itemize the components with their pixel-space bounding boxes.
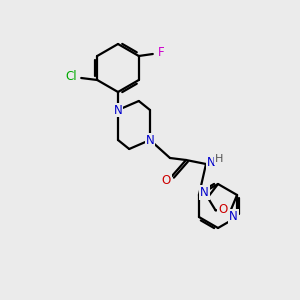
Text: N: N xyxy=(146,134,154,146)
Text: N: N xyxy=(229,210,238,223)
Text: O: O xyxy=(161,175,171,188)
Text: N: N xyxy=(207,157,215,169)
Text: N: N xyxy=(114,103,122,116)
Text: Cl: Cl xyxy=(65,70,77,83)
Text: N: N xyxy=(200,186,209,199)
Text: H: H xyxy=(215,154,223,164)
Text: O: O xyxy=(218,203,227,216)
Text: F: F xyxy=(158,46,164,59)
